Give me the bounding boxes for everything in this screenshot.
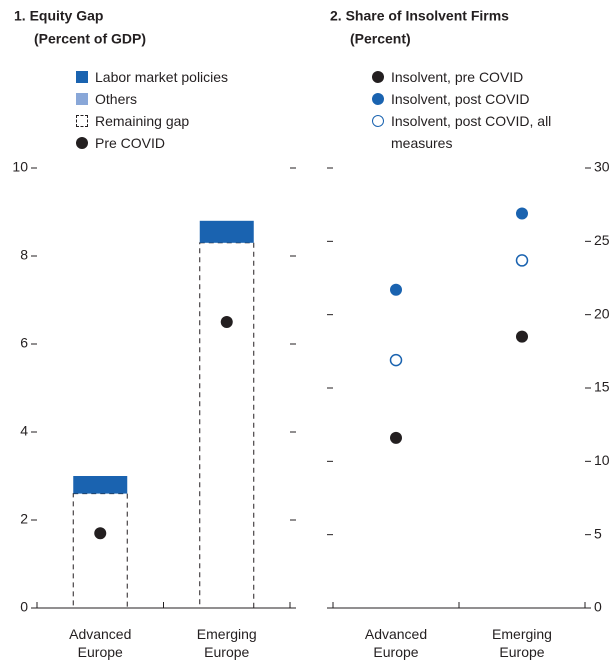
chart-title: 2. Share of Insolvent Firms xyxy=(330,8,509,24)
y-tick-label: 20 xyxy=(594,305,610,321)
y-tick-label: 6 xyxy=(20,335,28,351)
legend-swatch xyxy=(372,93,384,105)
y-tick-label: 0 xyxy=(594,599,602,615)
point xyxy=(94,527,107,540)
legend-item: Remaining gap xyxy=(76,110,276,132)
point xyxy=(390,283,402,296)
point xyxy=(516,330,528,343)
bar-segment xyxy=(199,242,255,609)
legend: Insolvent, pre COVID Insolvent, post COVI… xyxy=(372,66,562,154)
legend-item: Others xyxy=(76,88,276,110)
y-tick-label: 5 xyxy=(594,525,602,541)
y-tick-label: 30 xyxy=(594,159,610,175)
y-tick-label: 8 xyxy=(20,247,28,263)
legend-swatch xyxy=(372,71,384,83)
y-tick-label: 10 xyxy=(12,159,28,175)
y-tick-label: 0 xyxy=(20,599,28,615)
point xyxy=(220,316,233,328)
legend-label: Others xyxy=(95,91,138,107)
point xyxy=(516,207,528,220)
chart-title: 1. Equity Gap xyxy=(14,8,103,24)
y-tick-label: 15 xyxy=(594,379,610,395)
x-tick-label: Advanced Europe xyxy=(364,626,428,660)
bar-segment xyxy=(73,476,128,494)
legend-label: Insolvent, post COVID, all measures xyxy=(391,113,552,151)
legend-swatch xyxy=(76,71,88,83)
legend: Labor market policies Others Remaining gap… xyxy=(76,66,276,154)
legend-label: Labor market policies xyxy=(95,69,229,85)
legend-swatch xyxy=(76,93,88,105)
x-tick-label: Emerging Europe xyxy=(196,626,257,660)
legend-swatch xyxy=(372,115,384,127)
chart-subtitle: (Percent of GDP) xyxy=(34,31,146,47)
y-tick-label: 10 xyxy=(594,452,610,468)
legend-label: Pre COVID xyxy=(95,135,166,151)
point xyxy=(390,431,402,444)
legend-item: Insolvent, post COVID xyxy=(372,88,562,110)
y-tick-label: 25 xyxy=(594,232,610,248)
legend-swatch xyxy=(76,115,88,127)
legend-item: Pre COVID xyxy=(76,132,276,154)
point xyxy=(389,353,403,367)
point xyxy=(515,254,529,267)
legend-item: Insolvent, post COVID, all measures xyxy=(372,110,562,154)
y-tick-label: 2 xyxy=(20,511,28,527)
legend-swatch xyxy=(76,137,88,149)
bar-segment xyxy=(199,220,254,243)
legend-item: Labor market policies xyxy=(76,66,276,88)
y-tick-label: 4 xyxy=(20,423,28,439)
legend-label: Insolvent, pre COVID xyxy=(391,69,524,85)
legend-label: Insolvent, post COVID xyxy=(391,91,530,107)
bar-segment xyxy=(72,493,128,609)
legend-item: Insolvent, pre COVID xyxy=(372,66,562,88)
chart-subtitle: (Percent) xyxy=(350,31,411,47)
x-tick-label: Advanced Europe xyxy=(69,626,132,660)
x-tick-label: Emerging Europe xyxy=(492,626,552,660)
legend-label: Remaining gap xyxy=(95,113,190,129)
